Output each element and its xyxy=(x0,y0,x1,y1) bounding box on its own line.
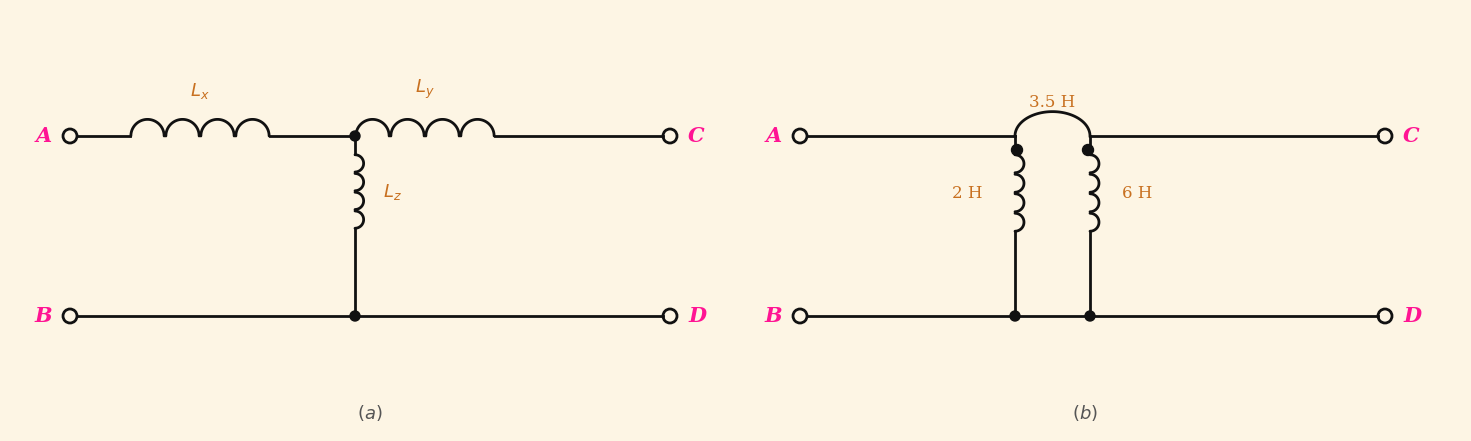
Circle shape xyxy=(1011,311,1019,321)
Text: 3.5 H: 3.5 H xyxy=(1030,94,1075,111)
Text: C: C xyxy=(688,126,705,146)
Text: $L_y$: $L_y$ xyxy=(415,78,435,101)
Text: 2 H: 2 H xyxy=(953,184,983,202)
Text: $(a)$: $(a)$ xyxy=(357,403,382,423)
Text: 6 H: 6 H xyxy=(1122,184,1152,202)
Text: $(b)$: $(b)$ xyxy=(1072,403,1097,423)
Text: C: C xyxy=(1403,126,1420,146)
Text: D: D xyxy=(1403,306,1421,326)
Text: B: B xyxy=(765,306,783,326)
Circle shape xyxy=(1012,145,1022,156)
Circle shape xyxy=(1083,145,1093,156)
Text: $L_x$: $L_x$ xyxy=(190,81,210,101)
Text: A: A xyxy=(35,126,51,146)
Circle shape xyxy=(1086,311,1094,321)
Text: A: A xyxy=(766,126,783,146)
Text: D: D xyxy=(688,306,706,326)
Circle shape xyxy=(350,311,360,321)
Text: $L_z$: $L_z$ xyxy=(382,182,402,202)
Circle shape xyxy=(350,131,360,141)
Text: B: B xyxy=(34,306,51,326)
